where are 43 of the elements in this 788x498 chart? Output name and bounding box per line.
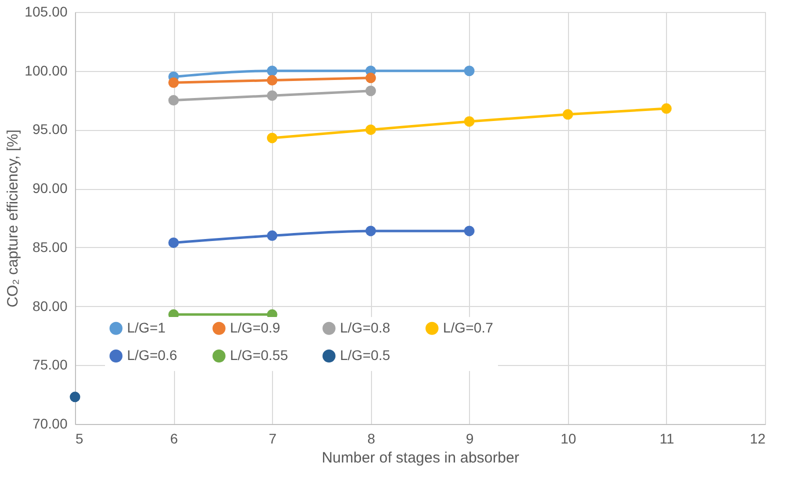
point [562,109,574,120]
y-tick-label: 90.00 [32,180,68,196]
y-axis-title: CO₂ capture efficiency, [%] [4,130,22,308]
y-tick-label: 75.00 [32,356,68,373]
x-tick-label: 5 [76,430,84,446]
y-tick-label: 70.00 [32,416,68,432]
point [168,237,179,248]
point [266,132,278,144]
legend-label: L/G=1 [127,319,166,336]
point [464,226,475,236]
legend-label: L/G=0.5 [340,347,390,363]
point [661,103,672,114]
y-tick-label: 100.00 [24,62,68,78]
point [464,66,475,76]
legend-label: L/G=0.55 [230,347,288,363]
point [464,116,475,127]
legend-label: L/G=0.8 [340,319,390,336]
y-tick-label: 95.00 [32,121,68,138]
x-tick-label: 9 [466,430,474,446]
y-tick-label: 105.00 [24,4,68,20]
x-tick-label: 10 [560,430,576,446]
point [168,77,179,88]
legend-label: L/G=0.9 [230,319,280,336]
point [266,75,278,86]
legend-label: L/G=0.6 [127,347,178,363]
x-tick-label: 7 [268,430,277,446]
point [266,66,278,76]
point [266,90,278,101]
point [266,230,278,241]
x-tick-label: 12 [750,430,766,446]
y-tick-label: 80.00 [32,298,68,314]
point [70,392,80,402]
point [168,95,179,106]
point [365,226,376,236]
y-tick-label: 85.00 [32,238,68,255]
legend-label: L/G=0.7 [443,319,494,336]
point [365,124,376,135]
point [365,72,376,84]
x-tick-label: 11 [660,430,674,446]
point [365,86,376,96]
x-tick-label: 6 [170,430,178,446]
x-tick-label: 8 [367,430,376,446]
x-axis-title: Number of stages in absorber [322,450,520,466]
